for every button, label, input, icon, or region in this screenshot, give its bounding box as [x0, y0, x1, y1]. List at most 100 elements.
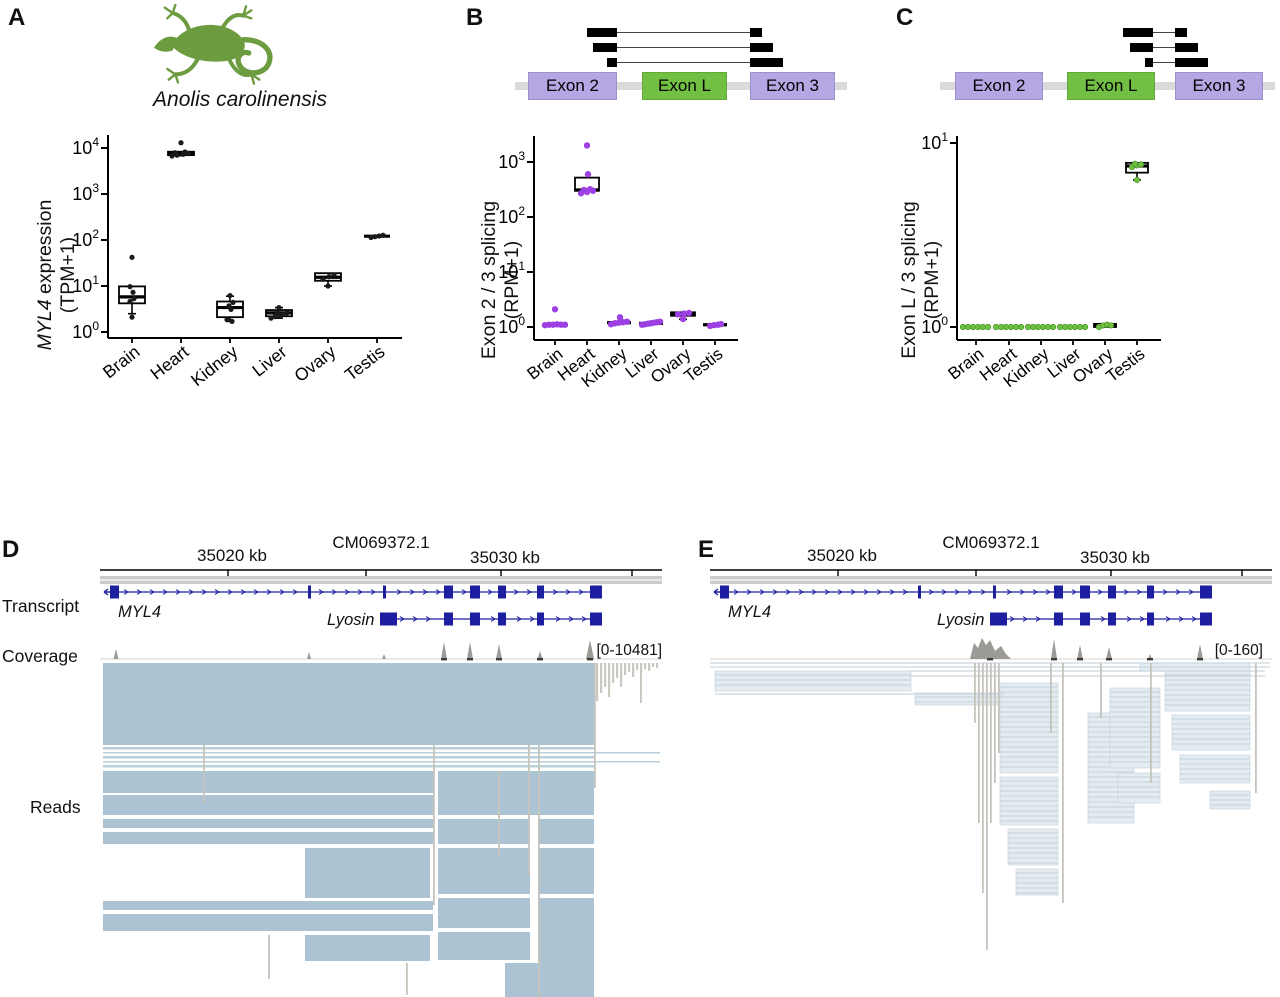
read-segment	[587, 28, 617, 37]
data-point	[616, 314, 624, 321]
exon3-box: Exon 3	[750, 72, 835, 100]
data-point	[325, 283, 331, 289]
track-label-transcript: Transcript	[2, 596, 80, 616]
data-point	[1044, 323, 1052, 331]
data-point	[984, 323, 992, 331]
data-point	[224, 317, 230, 323]
data-point	[127, 298, 133, 305]
data-point	[561, 321, 569, 328]
exonL-box: Exon L	[1067, 72, 1155, 100]
data-point	[268, 315, 274, 321]
data-point	[130, 289, 136, 295]
data-point	[680, 310, 688, 317]
read-segment	[1175, 43, 1198, 52]
genome-tracks-d	[100, 569, 662, 997]
exon2-box: Exon 2	[528, 72, 617, 100]
data-point	[376, 233, 382, 239]
data-point	[372, 234, 378, 240]
data-point	[656, 318, 664, 325]
data-point	[1081, 323, 1089, 331]
exon23-splicing-boxplot: 100101102103BrainHeartKidneyLiverOvaryTe…	[498, 136, 738, 391]
junction-line	[617, 62, 750, 64]
read-segment	[750, 43, 773, 52]
read-segment	[1175, 58, 1208, 67]
panel-b-label: B	[466, 4, 484, 31]
ruler-right-label-e: 35030 kb	[1080, 548, 1150, 567]
data-point	[1039, 323, 1047, 331]
data-point	[129, 314, 135, 320]
panel-e-label: E	[698, 536, 715, 563]
category-label: Heart	[146, 341, 192, 383]
data-point	[992, 323, 1000, 331]
data-point	[226, 303, 232, 309]
data-point	[1071, 323, 1079, 331]
svg-text:100: 100	[72, 319, 99, 342]
exonL-box: Exon L	[642, 72, 727, 100]
read-segment	[1145, 58, 1153, 67]
category-label: Testis	[341, 341, 389, 384]
data-point	[969, 323, 977, 331]
svg-text:101: 101	[498, 259, 525, 282]
data-point	[959, 323, 967, 331]
data-point	[674, 311, 682, 318]
data-point	[274, 308, 280, 315]
data-point	[1061, 323, 1069, 331]
coverage-range-e: [0-160]	[1214, 642, 1263, 659]
data-point	[276, 312, 282, 318]
data-point	[1107, 322, 1115, 329]
data-point	[131, 296, 137, 302]
data-point	[368, 234, 374, 241]
data-point	[1002, 323, 1010, 331]
gene-label-myl4-d: MYL4	[118, 603, 162, 621]
coverage-range-d: [0-10481]	[596, 642, 663, 659]
ruler-left-label-e: 35020 kb	[807, 546, 877, 565]
data-point	[685, 309, 693, 317]
data-point	[178, 140, 184, 146]
read-segment	[1130, 43, 1153, 52]
data-point	[276, 304, 282, 311]
panel-c-label: C	[896, 4, 914, 31]
data-point	[679, 315, 687, 323]
panel-a-label: A	[8, 4, 26, 31]
data-point	[229, 318, 235, 324]
data-point	[172, 150, 178, 156]
data-point	[227, 292, 233, 299]
data-point	[1029, 323, 1037, 331]
svg-text:104: 104	[72, 135, 99, 158]
data-point	[584, 171, 592, 178]
data-point	[717, 320, 725, 328]
junction-line	[1153, 47, 1175, 49]
lizard-icon	[154, 3, 273, 85]
svg-text:102: 102	[72, 227, 99, 250]
data-point	[280, 311, 286, 317]
svg-text:101: 101	[72, 273, 99, 296]
gene-label-lyosin-e: Lyosin	[937, 611, 985, 629]
exon3-box: Exon 3	[1175, 72, 1263, 100]
ruler-center-label-d: CM069372.1	[332, 533, 430, 552]
genome-tracks-e	[710, 569, 1272, 950]
splice-diagram-c: Exon 2 Exon L Exon 3	[930, 20, 1280, 106]
track-label-reads: Reads	[30, 797, 81, 817]
data-point	[997, 323, 1005, 331]
read-segment	[607, 58, 617, 67]
ruler-right-label-d: 35030 kb	[470, 548, 540, 567]
track-label-coverage: Coverage	[2, 646, 78, 666]
data-point	[1137, 161, 1145, 168]
data-point	[623, 318, 631, 325]
data-point	[320, 276, 326, 282]
svg-text:103: 103	[72, 181, 99, 204]
splice-diagram-b: Exon 2 Exon L Exon 3	[500, 20, 860, 106]
data-point	[1076, 323, 1084, 331]
svg-text:101: 101	[921, 130, 948, 153]
data-point	[284, 310, 290, 316]
data-point	[182, 149, 188, 155]
data-point	[580, 186, 588, 194]
data-point	[331, 272, 337, 278]
data-point	[230, 299, 236, 306]
svg-text:102: 102	[498, 204, 525, 227]
junction-line	[1153, 62, 1175, 64]
data-point	[1017, 323, 1025, 331]
